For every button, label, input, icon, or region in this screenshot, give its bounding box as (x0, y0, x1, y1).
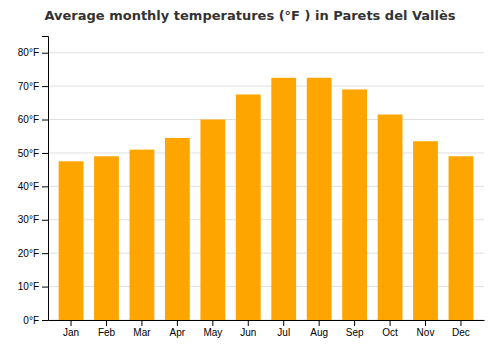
x-tick-label: May (203, 327, 222, 338)
plot-area: Jan Feb Mar Apr May Jun Jul Aug Sep Oct Nov Dec 0°F 1… (18, 37, 485, 339)
x-tick-label: Dec (452, 327, 470, 338)
y-axis-line (42, 37, 49, 321)
y-tick-mark (42, 287, 48, 288)
y-tick-mark (42, 53, 48, 54)
x-tick: Dec (452, 320, 470, 338)
y-tick: 10°F (18, 281, 48, 292)
x-tick-mark (212, 320, 213, 326)
x-tick-label: Sep (346, 327, 364, 338)
y-tick-label: 20°F (18, 248, 39, 259)
y-tick-label: 0°F (23, 315, 39, 326)
y-tick-mark (42, 153, 48, 154)
x-tick-mark (106, 320, 107, 326)
x-axis: Jan Feb Mar Apr May Jun Jul Aug Sep Oct Nov Dec (49, 320, 485, 338)
y-tick: 50°F (18, 148, 48, 159)
x-tick: Aug (310, 320, 328, 338)
y-tick-label: 80°F (18, 47, 39, 58)
x-tick-mark (354, 320, 355, 326)
grid-line (48, 52, 484, 53)
chart-container: Jan Feb Mar Apr May Jun Jul Aug Sep Oct Nov Dec 0°F 1… (0, 0, 500, 350)
y-axis: 0°F 10°F 20°F 30°F 40°F 50°F 60°F 70°F 80°F (18, 37, 49, 326)
x-tick-label: Apr (170, 327, 186, 338)
x-tick-mark (71, 320, 72, 326)
grid (48, 53, 484, 320)
x-tick: Oct (382, 320, 398, 338)
grid-line (48, 86, 484, 87)
x-tick-label: Jan (63, 327, 79, 338)
y-tick: 0°F (23, 315, 48, 326)
bar (413, 141, 438, 320)
chart-svg: Jan Feb Mar Apr May Jun Jul Aug Sep Oct Nov Dec 0°F 1… (0, 0, 500, 350)
y-tick-label: 70°F (18, 81, 39, 92)
bar (449, 156, 474, 320)
x-tick-label: Nov (417, 327, 435, 338)
y-tick-mark (42, 186, 48, 187)
x-tick: May (203, 320, 222, 338)
x-tick-mark (248, 320, 249, 326)
y-tick-label: 30°F (18, 214, 39, 225)
x-tick-label: Aug (310, 327, 328, 338)
x-tick-label: Feb (98, 327, 116, 338)
x-tick-label: Jun (240, 327, 256, 338)
y-tick-label: 10°F (18, 281, 39, 292)
x-tick-mark (141, 320, 142, 326)
y-tick: 40°F (18, 181, 48, 192)
x-tick-mark (390, 320, 391, 326)
y-tick-mark (42, 220, 48, 221)
bar (271, 78, 296, 320)
y-tick-mark (42, 320, 48, 321)
bar (94, 156, 119, 320)
bar (165, 138, 190, 320)
x-tick-mark (283, 320, 284, 326)
x-tick: Feb (98, 320, 116, 338)
y-tick: 80°F (18, 47, 48, 58)
bar (236, 94, 261, 320)
title: Average monthly temperatures (°F ) in Pa… (44, 8, 455, 23)
x-tick: Jun (240, 320, 256, 338)
x-tick-label: Jul (277, 327, 290, 338)
x-tick: Sep (346, 320, 364, 338)
y-tick-mark (42, 120, 48, 121)
x-tick: Nov (417, 320, 435, 338)
bar (59, 161, 84, 320)
y-tick-label: 60°F (18, 114, 39, 125)
bar (342, 89, 367, 320)
x-tick: Mar (133, 320, 151, 338)
x-tick: Jul (277, 320, 290, 338)
x-tick-mark (460, 320, 461, 326)
y-tick-mark (42, 86, 48, 87)
y-tick: 20°F (18, 248, 48, 259)
bars (59, 78, 474, 320)
x-tick-mark (319, 320, 320, 326)
x-tick-mark (425, 320, 426, 326)
x-tick-mark (177, 320, 178, 326)
y-tick: 60°F (18, 114, 48, 125)
x-tick-label: Mar (133, 327, 151, 338)
y-tick-label: 50°F (18, 148, 39, 159)
grid-line (48, 119, 484, 120)
x-tick-label: Oct (382, 327, 398, 338)
y-tick: 70°F (18, 81, 48, 92)
bar (200, 120, 225, 320)
bar (130, 150, 155, 320)
x-tick: Jan (63, 320, 79, 338)
bar (307, 78, 332, 320)
x-tick: Apr (170, 320, 186, 338)
x-axis-line (49, 320, 485, 321)
y-tick-mark (42, 253, 48, 254)
y-tick-label: 40°F (18, 181, 39, 192)
y-tick: 30°F (18, 214, 48, 225)
bar (378, 115, 403, 320)
